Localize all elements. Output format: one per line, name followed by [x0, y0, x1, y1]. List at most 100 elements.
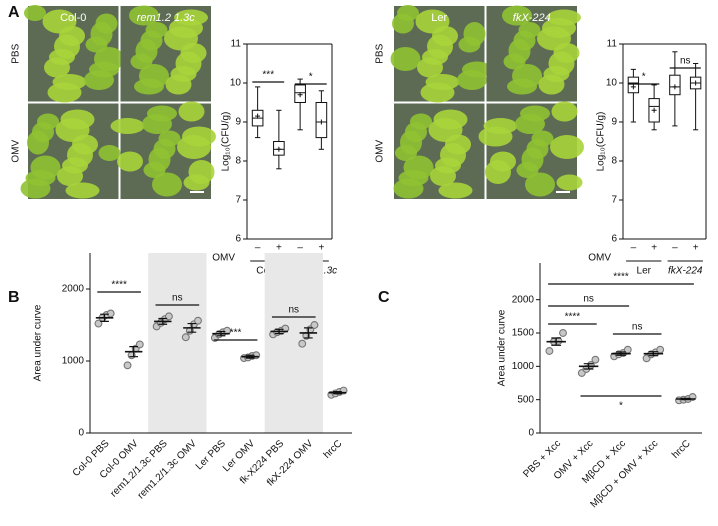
plant	[44, 57, 70, 78]
plant	[485, 160, 511, 184]
y-tick-label: 10	[230, 78, 242, 89]
x-tick-label: –	[631, 243, 637, 254]
significance-label: ns	[172, 293, 183, 304]
plant	[42, 9, 77, 34]
group-label: fkX-224	[668, 266, 703, 277]
error-bar	[129, 346, 139, 358]
plant	[525, 172, 555, 197]
x-tick-label: +	[651, 243, 657, 254]
error-bar	[583, 363, 594, 370]
error-bar	[245, 354, 255, 359]
panel-label: B	[8, 289, 20, 306]
significance-label: *	[309, 72, 313, 83]
data-point	[164, 312, 173, 321]
y-tick-label: 500	[517, 394, 534, 405]
mean-marker	[255, 113, 261, 119]
x-tick-label: +	[276, 243, 282, 254]
plant	[27, 130, 49, 155]
plant	[142, 114, 172, 134]
mean-marker	[672, 84, 678, 90]
y-tick-label: 9	[235, 117, 241, 128]
photo-column-label: rem1.2 1.3c	[137, 12, 196, 24]
y-tick-label: 1000	[62, 356, 85, 367]
x-tick-label: –	[255, 243, 261, 254]
error-bar	[616, 351, 626, 356]
mean-marker	[630, 84, 636, 90]
plant	[55, 118, 90, 142]
data-point	[591, 355, 600, 364]
y-tick-label: 2000	[512, 294, 535, 305]
y-tick-label: 7	[611, 195, 617, 206]
significance-label: ****	[565, 312, 581, 323]
y-tick-label: 6	[611, 234, 617, 245]
plant	[143, 162, 166, 178]
x-tick-label: –	[297, 243, 303, 254]
plant	[20, 178, 51, 199]
y-tick-label: 9	[611, 117, 617, 128]
plant	[503, 53, 526, 70]
data-point	[298, 339, 307, 348]
mean-marker	[651, 107, 657, 113]
error-bar	[303, 327, 313, 339]
error-bar	[680, 397, 691, 401]
y-tick-label: 6	[235, 234, 241, 245]
error-bar	[333, 391, 342, 395]
x-tick-label: +	[693, 243, 699, 254]
plant	[177, 135, 211, 159]
y-tick-label: 11	[231, 39, 242, 50]
plant	[393, 178, 424, 199]
plant	[507, 78, 537, 95]
plant	[110, 118, 145, 134]
plant	[47, 82, 82, 103]
y-axis-label: Area under curve	[497, 309, 508, 386]
significance-label: ***	[230, 328, 242, 339]
plant	[392, 13, 414, 34]
data-point	[194, 316, 202, 325]
y-tick-label: 7	[235, 195, 241, 206]
plant	[85, 36, 108, 53]
plant	[65, 182, 100, 199]
shade-band	[148, 253, 207, 433]
significance-label: ns	[680, 56, 691, 67]
photo-column-label: fkX-224	[513, 12, 551, 24]
data-point	[106, 309, 115, 318]
significance-label: *	[619, 401, 623, 412]
mean-marker	[318, 119, 324, 125]
plant	[537, 26, 571, 51]
plant	[130, 53, 153, 70]
data-point	[545, 347, 554, 355]
plant	[516, 162, 539, 178]
mean-marker	[693, 80, 699, 86]
data-point	[310, 321, 319, 329]
plant	[457, 70, 487, 90]
y-tick-label: 0	[78, 428, 84, 439]
plant	[417, 57, 443, 78]
significance-label: ns	[288, 305, 299, 316]
x-tick-label: –	[672, 243, 678, 254]
data-point	[123, 361, 132, 370]
error-bar	[158, 317, 168, 325]
significance-label: *	[642, 72, 646, 83]
error-bar	[187, 322, 197, 333]
y-tick-label: 1500	[512, 328, 535, 339]
mean-marker	[297, 92, 303, 98]
error-bar	[100, 313, 109, 322]
plant	[502, 5, 532, 26]
data-point	[135, 340, 144, 349]
y-tick-label: 2000	[62, 284, 85, 295]
y-axis-label: Log₁₀(CFU/g)	[221, 112, 232, 172]
plant	[430, 166, 456, 186]
plant	[395, 145, 417, 161]
photo-column-label: Col-0	[60, 12, 86, 24]
photo-row-label: PBS	[11, 43, 22, 63]
y-tick-label: 0	[528, 428, 534, 439]
group-label: Ler	[637, 266, 652, 277]
plant	[164, 26, 198, 51]
data-point	[559, 329, 567, 337]
photo-row-label: PBS	[375, 43, 386, 63]
mean-marker	[276, 146, 282, 152]
photo-column-label: Ler	[431, 12, 447, 24]
plant	[420, 82, 455, 103]
significance-label: ****	[111, 280, 127, 291]
